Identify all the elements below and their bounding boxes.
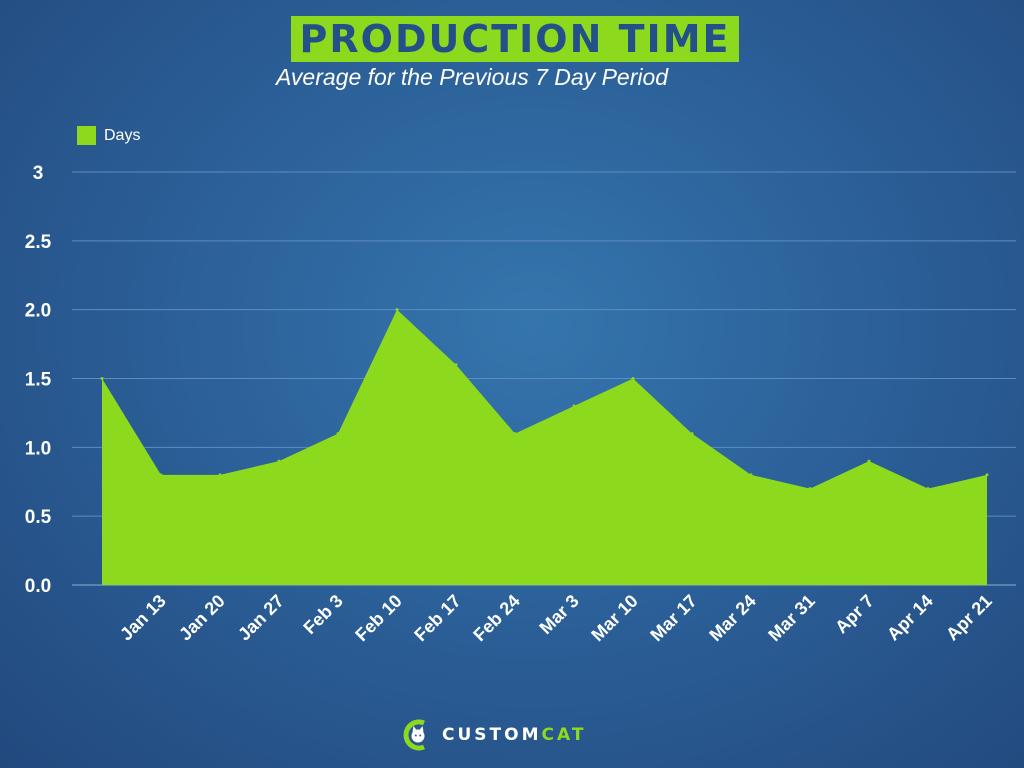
x-tick-label: Mar 31 bbox=[764, 591, 818, 645]
y-tick-label: 3 bbox=[33, 163, 44, 184]
y-tick-label: 0.0 bbox=[25, 576, 51, 597]
legend-label-days: Days bbox=[104, 126, 141, 144]
x-tick-label: Feb 3 bbox=[299, 591, 346, 638]
x-tick-label: Mar 17 bbox=[646, 591, 700, 645]
data-point-days bbox=[867, 459, 871, 463]
x-tick-label: Jan 20 bbox=[175, 591, 229, 645]
x-tick-label: Mar 10 bbox=[587, 591, 641, 645]
logo-text-cat: CAT bbox=[541, 725, 587, 745]
chart-title: PRODUCTION TIME bbox=[290, 16, 740, 62]
data-point-days bbox=[336, 432, 340, 436]
y-tick-label: 2.0 bbox=[25, 301, 51, 322]
data-point-days bbox=[159, 473, 163, 477]
legend: Days bbox=[77, 126, 140, 145]
x-tick-label: Mar 24 bbox=[705, 591, 759, 645]
x-tick-label: Apr 7 bbox=[831, 591, 878, 638]
area-series-days bbox=[102, 309, 987, 585]
logo-text: CUSTOMCAT bbox=[442, 725, 586, 745]
data-point-days bbox=[513, 432, 517, 436]
customcat-logo: CUSTOMCAT bbox=[402, 718, 586, 752]
chart-subtitle: Average for the Previous 7 Day Period bbox=[276, 64, 669, 90]
x-tick-label: Apr 14 bbox=[883, 591, 937, 645]
x-tick-label: Feb 17 bbox=[410, 591, 464, 645]
y-tick-label: 1.5 bbox=[25, 370, 52, 391]
data-point-days bbox=[572, 404, 576, 408]
x-tick-label: Jan 27 bbox=[234, 591, 288, 645]
data-point-days bbox=[218, 473, 222, 477]
x-tick-label: Feb 24 bbox=[469, 591, 523, 645]
x-tick-label: Feb 10 bbox=[351, 591, 405, 645]
data-point-days bbox=[926, 487, 930, 491]
data-point-days bbox=[631, 377, 635, 380]
y-tick-label: 0.5 bbox=[25, 507, 52, 528]
x-tick-label: Apr 21 bbox=[942, 591, 996, 645]
cat-logo-icon bbox=[403, 719, 425, 751]
data-point-days bbox=[749, 473, 753, 477]
data-point-days bbox=[454, 363, 458, 367]
legend-swatch-days bbox=[77, 126, 96, 145]
chart-title-wrap: PRODUCTION TIME bbox=[0, 16, 1024, 62]
logo-text-custom: CUSTOM bbox=[442, 725, 542, 745]
data-point-days bbox=[690, 432, 694, 436]
data-point-days bbox=[395, 308, 399, 312]
data-point-days bbox=[808, 487, 812, 491]
y-tick-label: 2.5 bbox=[25, 232, 52, 253]
data-point-days bbox=[100, 377, 104, 380]
data-point-days bbox=[277, 459, 281, 463]
x-tick-label: Mar 3 bbox=[535, 591, 582, 638]
x-tick-label: Jan 13 bbox=[116, 591, 170, 645]
y-tick-label: 1.0 bbox=[25, 438, 51, 459]
data-point-days bbox=[985, 473, 989, 477]
